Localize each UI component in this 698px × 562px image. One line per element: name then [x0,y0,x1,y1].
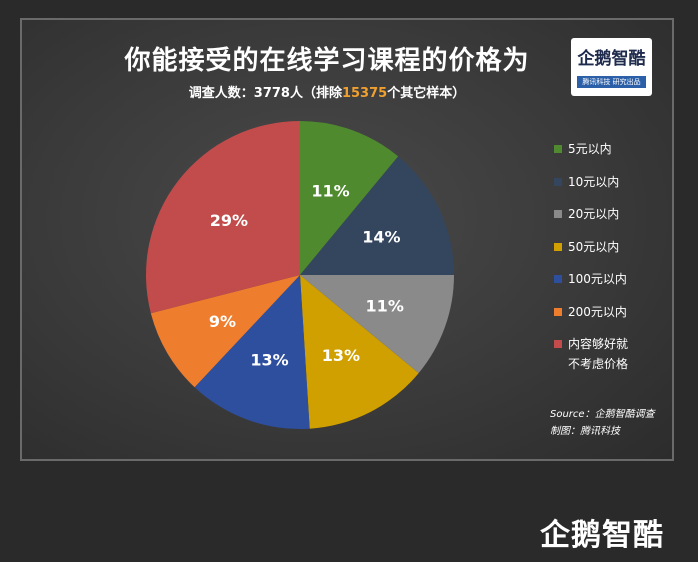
pie-slices [146,121,454,430]
legend-label: 20元以内 [568,207,620,221]
legend-label: 5元以内 [568,142,612,156]
watermark-logo: 企鹅智酷 [540,518,664,553]
subtitle-suffix: 个其它样本） [387,86,466,101]
legend-swatch [554,275,562,283]
brand-logo-name: 企鹅智酷 [577,49,646,69]
slice-percent-label: 11% [366,297,404,316]
legend-swatch [554,340,562,348]
brand-logo-tagline: 腾讯科技 研究出品 [577,76,646,88]
pie-slice [300,156,454,275]
legend-label: 内容够好就 不考虑价格 [568,337,629,371]
legend-label: 100元以内 [568,272,627,286]
chart-title: 你能接受的在线学习课程的价格为 [124,46,530,76]
slice-percent-label: 13% [322,346,360,365]
legend-swatch [554,242,562,251]
pie-slice [146,121,300,314]
pie-slice [150,275,300,388]
legend-label: 200元以内 [568,304,627,319]
credit-line: 制图：腾讯科技 [550,426,620,437]
pie-slice [300,275,454,374]
pie-slice [194,275,310,430]
legend-swatch [554,145,562,153]
brand-logo: 企鹅智酷 腾讯科技 研究出品 [571,38,652,96]
legend-label: 50元以内 [568,239,620,254]
source-note: Source：企鹅智酷调查 制图：腾讯科技 [550,406,655,440]
slice-percent-label: 29% [210,211,248,230]
slice-percent-label: 11% [311,181,349,200]
pie-slice [300,121,399,275]
legend-swatch [554,177,562,186]
slice-percent-label: 14% [362,228,400,247]
slice-percent-label: 13% [250,351,288,370]
pie-slice [300,275,419,429]
chart-frame: 你能接受的在线学习课程的价格为 调查人数：3778人（排除15375个其它样本）… [20,18,674,461]
pie-slice-labels: 11% 14% 11% 13% 13% 9% 29% [209,181,404,369]
legend-swatch [554,307,562,316]
chart-subtitle: 调查人数：3778人（排除15375个其它样本） [22,82,632,101]
legend-swatch [554,210,562,218]
legend-label: 10元以内 [568,174,620,189]
slice-percent-label: 9% [209,312,236,331]
subtitle-prefix: 调查人数：3778人（排除 [188,86,342,101]
source-line: Source：企鹅智酷调查 [550,409,655,420]
subtitle-highlight: 15375 [341,86,388,101]
pie-chart: 11% 14% 11% 13% 13% 9% 29% [146,121,454,430]
